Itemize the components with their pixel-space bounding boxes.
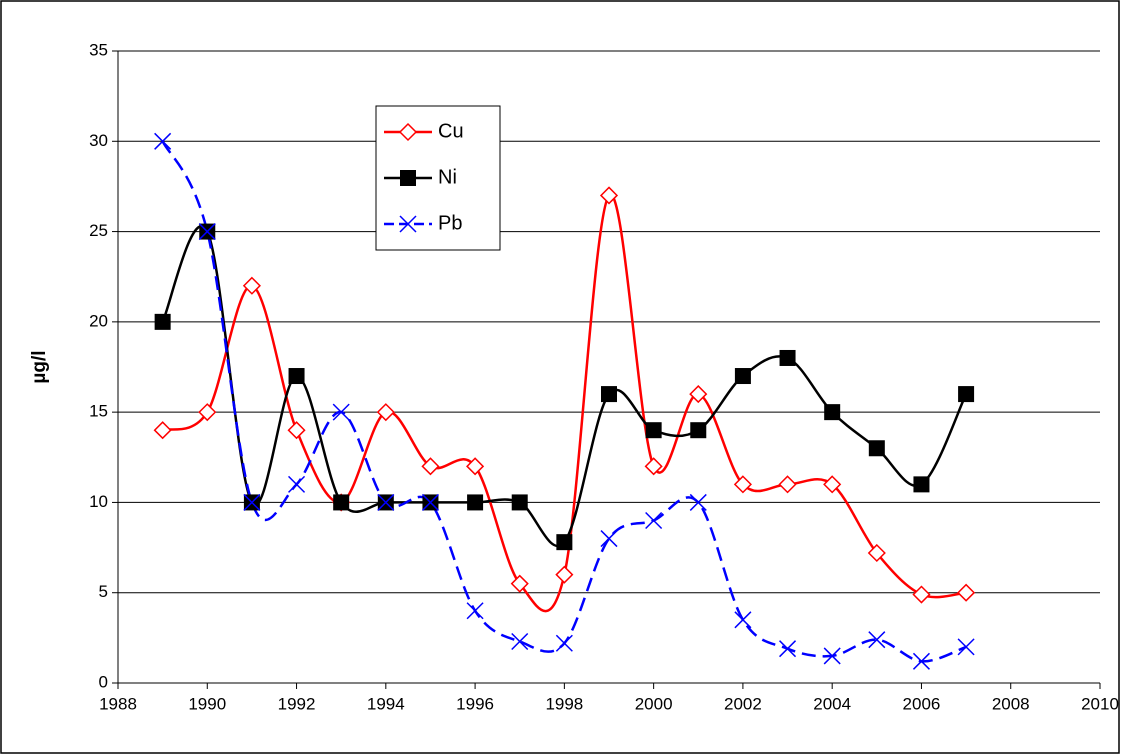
marker — [957, 638, 975, 656]
marker — [154, 132, 172, 150]
x-tick-label: 1998 — [545, 694, 583, 713]
y-tick-label: 10 — [89, 492, 108, 511]
y-tick-label: 5 — [99, 582, 108, 601]
marker — [288, 475, 306, 493]
series-line — [161, 140, 967, 663]
marker — [466, 602, 484, 620]
y-tick-label: 15 — [89, 402, 108, 421]
marker — [645, 511, 663, 530]
marker — [912, 652, 930, 670]
marker — [734, 611, 752, 629]
marker — [556, 534, 573, 551]
x-tick-label: 1996 — [456, 694, 494, 713]
marker — [466, 457, 485, 476]
marker — [242, 276, 261, 295]
marker — [689, 385, 708, 404]
x-tick-label: 1992 — [278, 694, 316, 713]
marker — [823, 475, 842, 494]
marker — [689, 493, 707, 511]
x-tick-label: 1994 — [367, 694, 405, 713]
marker — [599, 186, 619, 205]
marker — [511, 494, 528, 511]
y-tick-label: 25 — [89, 221, 108, 240]
legend: Cu Ni Pb — [375, 105, 501, 251]
marker — [332, 403, 350, 421]
marker — [377, 493, 395, 511]
marker — [243, 493, 261, 511]
marker — [958, 386, 975, 403]
y-axis-label: µg/l — [29, 350, 50, 383]
legend-marker — [400, 170, 416, 186]
legend-marker — [399, 215, 417, 233]
marker — [600, 530, 618, 548]
x-tick-label: 2008 — [992, 694, 1030, 713]
marker — [734, 368, 751, 385]
x-tick-label: 2000 — [635, 694, 673, 713]
marker — [868, 440, 885, 457]
y-tick-label: 0 — [99, 672, 108, 691]
marker — [287, 421, 306, 440]
marker — [867, 543, 886, 563]
marker — [913, 476, 930, 493]
legend-label: Cu — [438, 120, 464, 142]
legend-label: Pb — [438, 212, 462, 234]
y-tick-label: 30 — [89, 131, 108, 150]
x-tick-label: 2004 — [813, 694, 851, 713]
marker — [333, 494, 350, 511]
marker — [198, 223, 216, 241]
marker — [288, 368, 305, 385]
y-tick-label: 35 — [89, 40, 108, 59]
marker — [733, 475, 752, 494]
marker — [154, 313, 171, 330]
marker — [912, 585, 931, 604]
x-tick-label: 2002 — [724, 694, 762, 713]
marker — [153, 421, 172, 440]
marker — [510, 574, 529, 593]
marker — [957, 583, 976, 602]
marker — [376, 403, 395, 422]
x-tick-label: 1990 — [188, 694, 226, 713]
marker — [690, 422, 707, 439]
marker — [779, 349, 796, 366]
marker — [511, 632, 529, 650]
y-tick-label: 20 — [89, 311, 108, 330]
marker — [555, 634, 573, 652]
marker — [824, 404, 841, 421]
legend-label: Ni — [438, 166, 457, 188]
legend-marker — [398, 122, 418, 142]
x-tick-label: 1988 — [99, 694, 137, 713]
marker — [779, 640, 797, 658]
marker — [421, 457, 440, 476]
marker — [601, 386, 617, 403]
marker — [778, 475, 797, 494]
x-tick-label: 2010 — [1081, 694, 1119, 713]
x-tick-label: 2006 — [903, 694, 941, 713]
marker — [823, 647, 841, 665]
marker — [868, 631, 886, 649]
marker — [645, 422, 662, 439]
marker — [644, 457, 663, 476]
marker — [198, 403, 217, 422]
marker — [555, 565, 574, 584]
marker — [421, 493, 439, 511]
marker — [467, 494, 484, 511]
